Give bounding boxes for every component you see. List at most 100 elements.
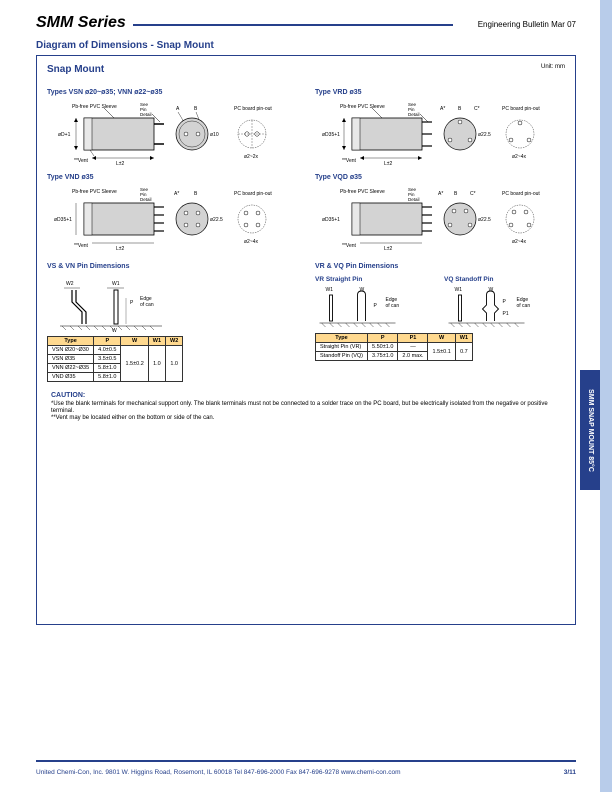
type-vsn-vnn-title: Types VSN ø20~ø35; VNN ø22~ø35 <box>47 89 297 96</box>
vr-straight-title: VR Straight Pin <box>315 276 436 283</box>
svg-text:Pb-free PVC Sleeve: Pb-free PVC Sleeve <box>340 104 385 110</box>
svg-text:**Vent: **Vent <box>342 243 357 249</box>
svg-text:øD35+1: øD35+1 <box>322 132 340 138</box>
col-vqd: Type VQD ø35 Pb-free PVC Sleeve SeePinDe… <box>315 174 565 255</box>
svg-text:C*: C* <box>474 106 480 112</box>
svg-text:B: B <box>454 191 458 197</box>
svg-text:L±2: L±2 <box>384 161 393 167</box>
diagram-vsn-vnn: Pb-free PVC Sleeve SeePinDetail øD+1 * <box>47 100 297 170</box>
svg-text:of can: of can <box>517 303 531 309</box>
table-vsvn: Type P W W1 W2 VSN Ø20~Ø30 4.0±0.5 1.5±0… <box>47 336 183 382</box>
svg-text:ø2~4x: ø2~4x <box>512 239 527 245</box>
table-vrvq: Type P P1 W W1 Straight Pin (VR) 5.50±1.… <box>315 333 473 361</box>
svg-text:C*: C* <box>470 191 476 197</box>
svg-text:Detail: Detail <box>140 197 152 202</box>
diagram-vsvn-pins: W2 W1 P Edgeof can <box>47 276 297 332</box>
t1-h2: W <box>121 337 148 346</box>
svg-text:**Vent: **Vent <box>342 158 357 164</box>
svg-text:L±2: L±2 <box>116 161 125 167</box>
series-title: SMM Series <box>36 14 126 32</box>
label-pvc: Pb-free PVC Sleeve <box>72 104 117 110</box>
svg-text:of can: of can <box>140 302 154 308</box>
svg-text:**Vent: **Vent <box>74 158 89 164</box>
svg-text:PC board pin-out: PC board pin-out <box>234 106 272 112</box>
unit-label: Unit: mm <box>541 64 565 70</box>
svg-text:W: W <box>360 287 365 293</box>
col-vsvn-pins: VS & VN Pin Dimensions W2 W1 <box>47 263 297 382</box>
svg-text:Detail: Detail <box>408 112 420 117</box>
page-edge-strip <box>600 0 612 792</box>
svg-text:PC board pin-out: PC board pin-out <box>502 106 540 112</box>
svg-text:Pb-free PVC Sleeve: Pb-free PVC Sleeve <box>340 189 385 195</box>
svg-text:P: P <box>374 303 378 309</box>
vrvq-title: VR & VQ Pin Dimensions <box>315 263 565 270</box>
svg-text:of can: of can <box>386 303 400 309</box>
svg-text:W1: W1 <box>455 287 463 293</box>
svg-text:PC board pin-out: PC board pin-out <box>234 191 272 197</box>
svg-text:A*: A* <box>174 191 179 197</box>
caution-label: CAUTION: <box>51 392 565 399</box>
type-vrd-title: Type VRD ø35 <box>315 89 565 96</box>
svg-text:A*: A* <box>440 106 445 112</box>
header-rule <box>133 24 453 26</box>
footer-rule <box>36 760 576 762</box>
svg-text:A*: A* <box>438 191 443 197</box>
svg-text:øD35+1: øD35+1 <box>322 217 340 223</box>
svg-text:Detail: Detail <box>140 112 152 117</box>
svg-text:W2: W2 <box>66 281 74 287</box>
vq-standoff-title: VQ Standoff Pin <box>444 276 565 283</box>
diagram-vr-pin: W1 W P Edgeof can <box>315 283 436 329</box>
col-vrd: Type VRD ø35 Pb-free PVC Sleeve SeePinDe… <box>315 89 565 170</box>
col-vnd: Type VND ø35 Pb-free PVC Sleeve SeePinDe… <box>47 174 297 255</box>
diagram-vq-pin: W1 W P P1 Edgeof can <box>444 283 565 329</box>
t1-h4: W2 <box>166 337 183 346</box>
svg-text:W1: W1 <box>326 287 334 293</box>
svg-text:W: W <box>112 328 117 332</box>
svg-text:B: B <box>458 106 462 112</box>
svg-text:B: B <box>194 106 198 112</box>
vsvn-title: VS & VN Pin Dimensions <box>47 263 297 270</box>
svg-text:L±2: L±2 <box>384 246 393 252</box>
side-tab-text: SMM SNAP MOUNT 85°C <box>587 389 594 472</box>
svg-text:A: A <box>176 106 180 112</box>
svg-text:Pb-free PVC Sleeve: Pb-free PVC Sleeve <box>72 189 117 195</box>
t1-h1: P <box>94 337 121 346</box>
svg-text:PC board pin-out: PC board pin-out <box>502 191 540 197</box>
page-footer: United Chemi-Con, Inc. 9801 W. Higgins R… <box>36 769 576 776</box>
svg-text:P: P <box>503 299 507 305</box>
svg-text:**Vent: **Vent <box>74 243 89 249</box>
svg-text:ø2~4x: ø2~4x <box>512 154 527 160</box>
col-vsn-vnn: Types VSN ø20~ø35; VNN ø22~ø35 Pb-free P… <box>47 89 297 170</box>
svg-text:P1: P1 <box>503 311 509 317</box>
svg-text:ø22.5: ø22.5 <box>210 217 223 223</box>
diagram-vrd: Pb-free PVC Sleeve SeePinDetail øD35+1 *… <box>315 100 565 170</box>
svg-text:W: W <box>489 287 494 293</box>
svg-text:ø22.5: ø22.5 <box>478 132 491 138</box>
t1-h3: W1 <box>148 337 165 346</box>
page-header: SMM Series Engineering Bulletin Mar 07 <box>0 0 612 34</box>
diagram-vqd: Pb-free PVC Sleeve SeePinDetail øD35+1 *… <box>315 185 565 255</box>
svg-text:L±2: L±2 <box>116 246 125 252</box>
svg-text:øD+1: øD+1 <box>58 132 71 138</box>
snap-mount-title: Snap Mount <box>47 64 104 75</box>
caution-text-2: **Vent may be located either on the bott… <box>51 415 565 422</box>
type-vnd-title: Type VND ø35 <box>47 174 297 181</box>
svg-text:ø10: ø10 <box>210 132 219 138</box>
content-frame: Snap Mount Unit: mm Types VSN ø20~ø35; V… <box>36 55 576 625</box>
bulletin-text: Engineering Bulletin Mar 07 <box>478 20 576 29</box>
svg-text:W1: W1 <box>112 281 120 287</box>
diagram-vnd: Pb-free PVC Sleeve SeePinDetail øD35+1 *… <box>47 185 297 255</box>
svg-text:øD35+1: øD35+1 <box>54 217 72 223</box>
footer-text: United Chemi-Con, Inc. 9801 W. Higgins R… <box>36 769 401 776</box>
svg-text:P: P <box>130 300 134 306</box>
side-tab: SMM SNAP MOUNT 85°C <box>580 370 600 490</box>
svg-text:ø2~4x: ø2~4x <box>244 239 259 245</box>
svg-text:Detail: Detail <box>408 197 420 202</box>
page-number: 3/11 <box>564 769 576 776</box>
svg-text:B: B <box>194 191 198 197</box>
t1-h0: Type <box>48 337 94 346</box>
svg-text:ø22.5: ø22.5 <box>478 217 491 223</box>
svg-text:ø2~2x: ø2~2x <box>244 154 259 160</box>
col-vrvq-pins: VR & VQ Pin Dimensions VR Straight Pin W… <box>315 263 565 382</box>
diagram-subtitle: Diagram of Dimensions - Snap Mount <box>36 40 612 51</box>
